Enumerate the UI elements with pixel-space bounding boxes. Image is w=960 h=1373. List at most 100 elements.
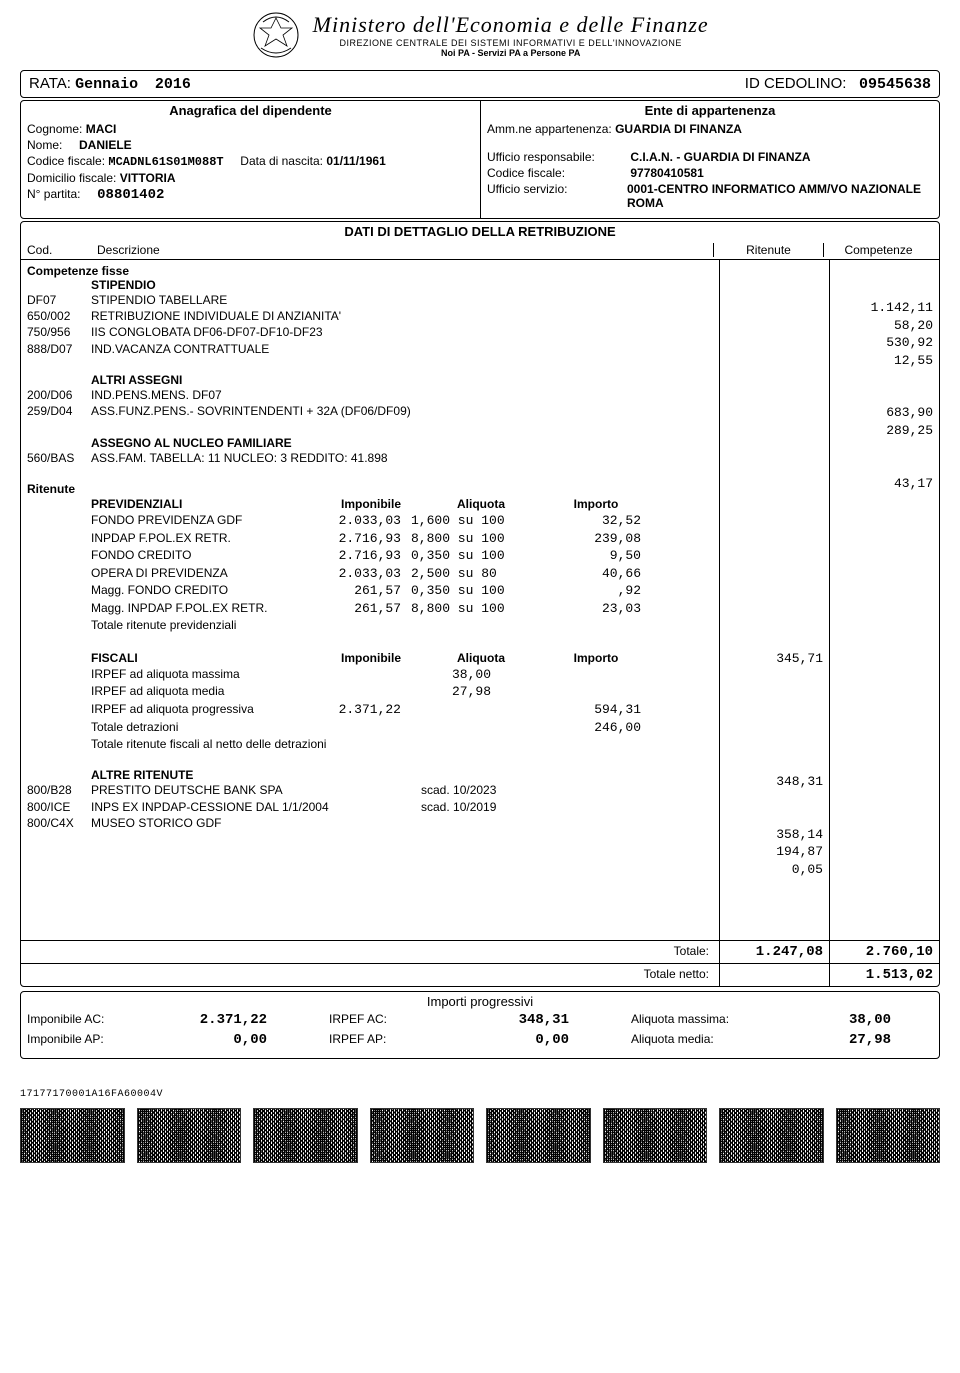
prev-imponibile: 2.033,03 — [311, 512, 401, 530]
partita-value: 08801402 — [97, 187, 164, 203]
row-cod: 560/BAS — [27, 450, 91, 466]
col-cod: Cod. — [27, 243, 97, 257]
fisc-aliquota — [401, 701, 551, 719]
altre-descr: PRESTITO DEUTSCHE BANK SPA — [91, 782, 421, 798]
prev-descr: FONDO CREDITO — [91, 547, 311, 565]
fiscali-total-label: Totale ritenute fiscali al netto delle d… — [91, 736, 326, 752]
ministry-title: Ministero dell'Economia e delle Finanze — [313, 12, 709, 38]
prev-aliquota: 1,600 su 100 — [401, 512, 551, 530]
barcode-icon — [836, 1108, 941, 1163]
fisc-descr: IRPEF ad aliquota media — [91, 683, 311, 701]
altre-scadenza: scad. 10/2019 — [421, 799, 571, 815]
progressivi-box: Importi progressivi Imponibile AC: 2.371… — [20, 991, 940, 1059]
irpef-ap-label: IRPEF AP: — [329, 1031, 449, 1051]
prev-imponibile: 261,57 — [311, 582, 401, 600]
fisc-importo — [551, 683, 641, 701]
fisc-imponibile — [311, 719, 401, 737]
netto-label: Totale netto: — [21, 964, 719, 986]
netto-row: Totale netto: 1.513,02 — [21, 963, 939, 986]
partita-label: N° partita: — [27, 187, 80, 201]
prev-importo: 40,66 — [551, 565, 641, 583]
ente-title: Ente di appartenenza — [487, 103, 933, 118]
altre-cod: 800/ICE — [27, 799, 91, 815]
totale-ritenute: 1.247,08 — [719, 941, 829, 963]
dept-line: DIREZIONE CENTRALE DEI SISTEMI INFORMATI… — [313, 38, 709, 48]
aliqmed-label: Aliquota media: — [631, 1031, 771, 1051]
row-cod: 650/002 — [27, 308, 91, 324]
altre-cod: 800/C4X — [27, 815, 91, 831]
row-descr: STIPENDIO TABELLARE — [91, 292, 713, 308]
top-bar: RATA: Gennaio 2016 ID CEDOLINO: 09545638 — [20, 70, 940, 98]
fisc-col-imponibile: Imponibile — [311, 650, 401, 666]
fisc-aliquota — [401, 719, 551, 737]
cedolino-id: 09545638 — [859, 76, 931, 93]
prev-imponibile: 261,57 — [311, 600, 401, 618]
prev-total-label: Totale ritenute previdenziali — [91, 617, 236, 633]
rata-year: 2016 — [155, 76, 191, 93]
prev-col-importo: Importo — [551, 496, 641, 512]
nome-label: Nome: — [27, 138, 62, 152]
fisc-aliquota: 38,00 — [401, 666, 551, 684]
fisc-importo: 246,00 — [551, 719, 641, 737]
cf-value: MCADNL61S01M088T — [108, 155, 223, 169]
altri-assegni-header: ALTRI ASSEGNI — [91, 373, 713, 387]
aliqmed-value: 27,98 — [771, 1031, 891, 1051]
row-cod: 750/956 — [27, 324, 91, 340]
prev-aliquota: 8,800 su 100 — [401, 530, 551, 548]
nome-value: DANIELE — [79, 138, 132, 152]
anagrafica-panel: Anagrafica del dipendente Cognome: MACI … — [21, 101, 480, 218]
uffserv-value: 0001-CENTRO INFORMATICO AMM/VO NAZIONALE… — [627, 182, 933, 210]
irpef-ac-label: IRPEF AC: — [329, 1011, 449, 1031]
barcode-icon — [486, 1108, 591, 1163]
prev-importo: 23,03 — [551, 600, 641, 618]
row-descr: RETRIBUZIONE INDIVIDUALE DI ANZIANITA' — [91, 308, 713, 324]
cf-label: Codice fiscale: — [27, 154, 105, 168]
barcode-icon — [370, 1108, 475, 1163]
dn-value: 01/11/1961 — [326, 154, 385, 168]
uffserv-label: Ufficio servizio: — [487, 182, 627, 210]
imp-ap-label: Imponibile AP: — [27, 1031, 147, 1051]
prev-descr: FONDO PREVIDENZA GDF — [91, 512, 311, 530]
dom-value: VITTORIA — [120, 171, 176, 185]
prev-descr: INPDAP F.POL.EX RETR. — [91, 530, 311, 548]
fisc-descr: IRPEF ad aliquota progressiva — [91, 701, 311, 719]
amm-value: GUARDIA DI FINANZA — [615, 122, 742, 136]
stipendio-header: STIPENDIO — [91, 278, 713, 292]
fisc-col-aliquota: Aliquota — [401, 650, 551, 666]
prev-importo: 9,50 — [551, 547, 641, 565]
progressivi-title: Importi progressivi — [27, 994, 933, 1009]
fisc-descr: IRPEF ad aliquota massima — [91, 666, 311, 684]
fisc-imponibile: 2.371,22 — [311, 701, 401, 719]
fisc-imponibile — [311, 683, 401, 701]
detail-main: Competenze fisse STIPENDIO DF07STIPENDIO… — [21, 260, 719, 940]
prev-imponibile: 2.033,03 — [311, 565, 401, 583]
prev-importo: 32,52 — [551, 512, 641, 530]
fisc-importo: 594,31 — [551, 701, 641, 719]
barcode-icon — [603, 1108, 708, 1163]
uffresp-label: Ufficio responsabile: — [487, 150, 627, 164]
row-descr: IIS CONGLOBATA DF06-DF07-DF10-DF23 — [91, 324, 713, 340]
cognome-label: Cognome: — [27, 122, 82, 136]
aliqmax-label: Aliquota massima: — [631, 1011, 771, 1031]
competenze-fisse-header: Competenze fisse — [27, 264, 713, 278]
row-cod: 259/D04 — [27, 403, 91, 419]
ente-cf-label: Codice fiscale: — [487, 166, 627, 180]
imp-ac-label: Imponibile AC: — [27, 1011, 147, 1031]
prev-descr: Magg. FONDO CREDITO — [91, 582, 311, 600]
altre-ritenute-header: ALTRE RITENUTE — [91, 768, 713, 782]
barcode-icon — [20, 1108, 125, 1163]
competenze-column: 1.142,1158,20530,9212,55 683,90289,25 43… — [829, 260, 939, 940]
netto-value: 1.513,02 — [829, 964, 939, 986]
fisc-importo — [551, 666, 641, 684]
prev-col-imponibile: Imponibile — [311, 496, 401, 512]
prev-importo: 239,08 — [551, 530, 641, 548]
prev-aliquota: 2,500 su 80 — [401, 565, 551, 583]
prev-aliquota: 0,350 su 100 — [401, 547, 551, 565]
fisc-aliquota: 27,98 — [401, 683, 551, 701]
col-competenze: Competenze — [823, 243, 933, 257]
totale-label: Totale: — [21, 941, 719, 963]
prev-imponibile: 2.716,93 — [311, 547, 401, 565]
prev-importo: ,92 — [551, 582, 641, 600]
prev-imponibile: 2.716,93 — [311, 530, 401, 548]
row-descr: IND.VACANZA CONTRATTUALE — [91, 341, 713, 357]
